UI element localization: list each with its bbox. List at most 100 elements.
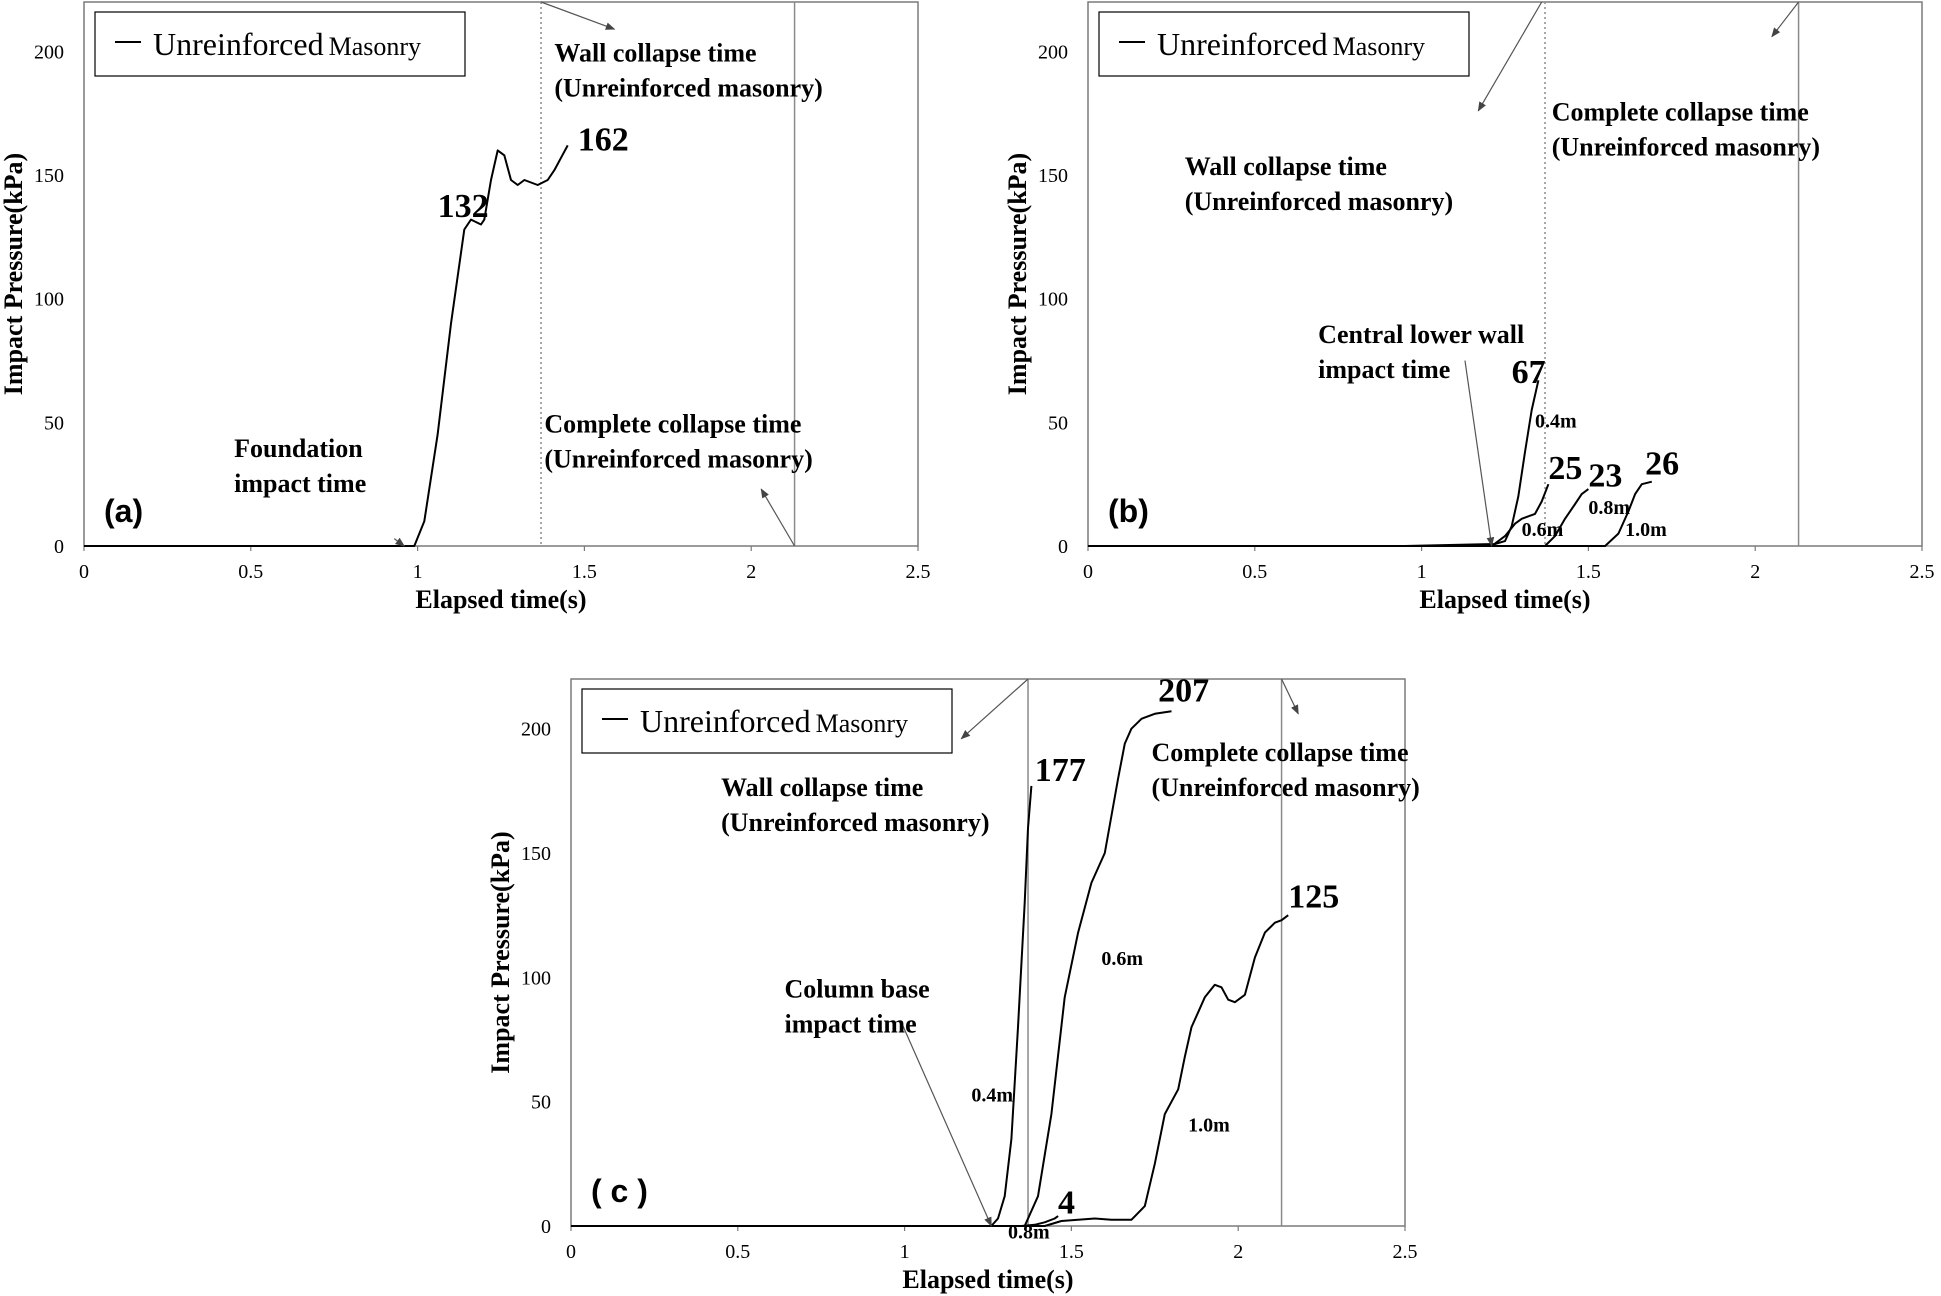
x-tick-label: 2 [746,561,756,583]
annotation-line: impact time [785,1009,917,1038]
annotation-line: Wall collapse time [554,38,756,67]
plot-frame [1087,1,1923,547]
annotation-arrow [540,1,616,30]
y-axis-label: Impact Pressure(kPa) [486,831,515,1073]
data-value-label: 177 [1035,752,1086,789]
legend-word-2: Masonry [816,709,908,738]
y-tick-label: 50 [1048,412,1068,434]
data-value-label: 67 [1512,354,1546,391]
legend: Unreinforced Masonry [94,11,466,77]
y-tick-label: 100 [521,967,551,989]
y-tick-label: 50 [531,1092,551,1114]
legend: Unreinforced Masonry [581,688,953,754]
x-tick-label: 1.5 [1576,561,1601,583]
legend-word-1: Unreinforced [1157,26,1328,62]
x-tick-label: 0.5 [725,1241,750,1263]
annotation-line: (Unreinforced masonry) [1185,187,1453,216]
annotation-arrow [1464,360,1495,547]
annotation-arrow [1771,1,1800,38]
series-label: 0.6m [1101,948,1143,970]
series-line [1088,483,1550,547]
annotation-line: impact time [234,469,366,498]
series-label: 1.0m [1188,1115,1230,1137]
legend-word-1: Unreinforced [640,703,811,739]
x-tick-label: 1 [413,561,423,583]
x-tick-label: 0 [1083,561,1093,583]
series-label: 0.6m [1522,519,1564,541]
x-tick-label: 2.5 [1910,561,1935,583]
y-tick-label: 150 [521,843,551,865]
annotation: Complete collapse time (Unreinforced maso… [1151,738,1419,802]
annotation: Column base impact time [785,974,930,1038]
y-tick-label: 100 [1038,289,1068,311]
annotation: Complete collapse time (Unreinforced maso… [544,409,812,473]
data-value-label: 125 [1288,879,1339,916]
annotation: Complete collapse time (Unreinforced maso… [1552,98,1820,162]
legend-box [94,11,466,77]
series-label: 0.8m [1588,497,1630,519]
annotation-line: impact time [1318,355,1450,384]
legend-box [1098,11,1470,77]
x-tick-label: 0 [566,1241,576,1263]
annotation-line: Column base [785,974,930,1003]
series-label: 1.0m [1625,519,1667,541]
series-line [571,914,1289,1227]
annotation-line: Foundation [234,434,363,463]
annotation-arrow [760,488,796,547]
x-tick-label: 2 [1233,1241,1243,1263]
data-value-label: 207 [1158,672,1209,709]
annotation-line: Complete collapse time [544,409,801,438]
y-tick-label: 0 [541,1216,551,1238]
data-value-label: 23 [1588,458,1622,495]
annotation: Foundation impact time [234,434,366,498]
legend-label: Unreinforced Masonry [640,703,908,739]
x-tick-label: 2.5 [906,561,931,583]
panel-tag: ( c ) [591,1173,648,1209]
annotation-arrow [393,537,406,547]
y-axis-label: Impact Pressure(kPa) [1003,153,1032,395]
x-tick-label: 1.5 [572,561,597,583]
x-tick-label: 1.5 [1059,1241,1084,1263]
y-tick-label: 50 [44,412,64,434]
annotation-line: (Unreinforced masonry) [1151,773,1419,802]
series-line [571,785,1033,1227]
x-axis-label: Elapsed time(s) [415,585,586,614]
x-axis-label: Elapsed time(s) [902,1265,1073,1294]
data-value-label: 4 [1058,1185,1075,1222]
y-tick-label: 0 [1058,536,1068,558]
data-value-label: 25 [1548,450,1582,487]
series-line [571,710,1172,1227]
x-tick-label: 1 [1417,561,1427,583]
y-tick-label: 150 [34,165,64,187]
series-label: 0.8m [1008,1221,1050,1243]
data-value-label: 162 [578,121,629,158]
x-tick-label: 0.5 [238,561,263,583]
series-label: 0.4m [971,1085,1013,1107]
y-tick-label: 200 [34,41,64,63]
y-tick-label: 0 [54,536,64,558]
x-tick-label: 0 [79,561,89,583]
legend-label: Unreinforced Masonry [153,26,421,62]
x-tick-label: 1 [900,1241,910,1263]
annotation-arrow [1477,1,1543,112]
annotation: Central lower wall impact time [1318,320,1524,384]
panel-tag: (a) [104,493,143,529]
annotation: Wall collapse time (Unreinforced masonry) [721,773,989,837]
annotation-line: (Unreinforced masonry) [554,73,822,102]
series-label: 0.4m [1535,410,1577,432]
chart-panel-3: 0 0.5 1 1.5 2 2.5 0 50 100 150 200 Elapsed time(s) I… [486,672,1420,1294]
y-tick-label: 150 [1038,165,1068,187]
legend-label: Unreinforced Masonry [1157,26,1425,62]
annotation-line: Wall collapse time [721,773,923,802]
y-tick-label: 100 [34,289,64,311]
y-tick-label: 200 [1038,41,1068,63]
series-line [571,1215,1059,1227]
x-axis-label: Elapsed time(s) [1419,585,1590,614]
plot-frame [83,1,919,547]
x-tick-label: 2.5 [1393,1241,1418,1263]
x-tick-label: 0.5 [1242,561,1267,583]
panel-tag: (b) [1108,493,1149,529]
series-line [84,144,569,547]
annotation-arrow [1281,678,1299,715]
